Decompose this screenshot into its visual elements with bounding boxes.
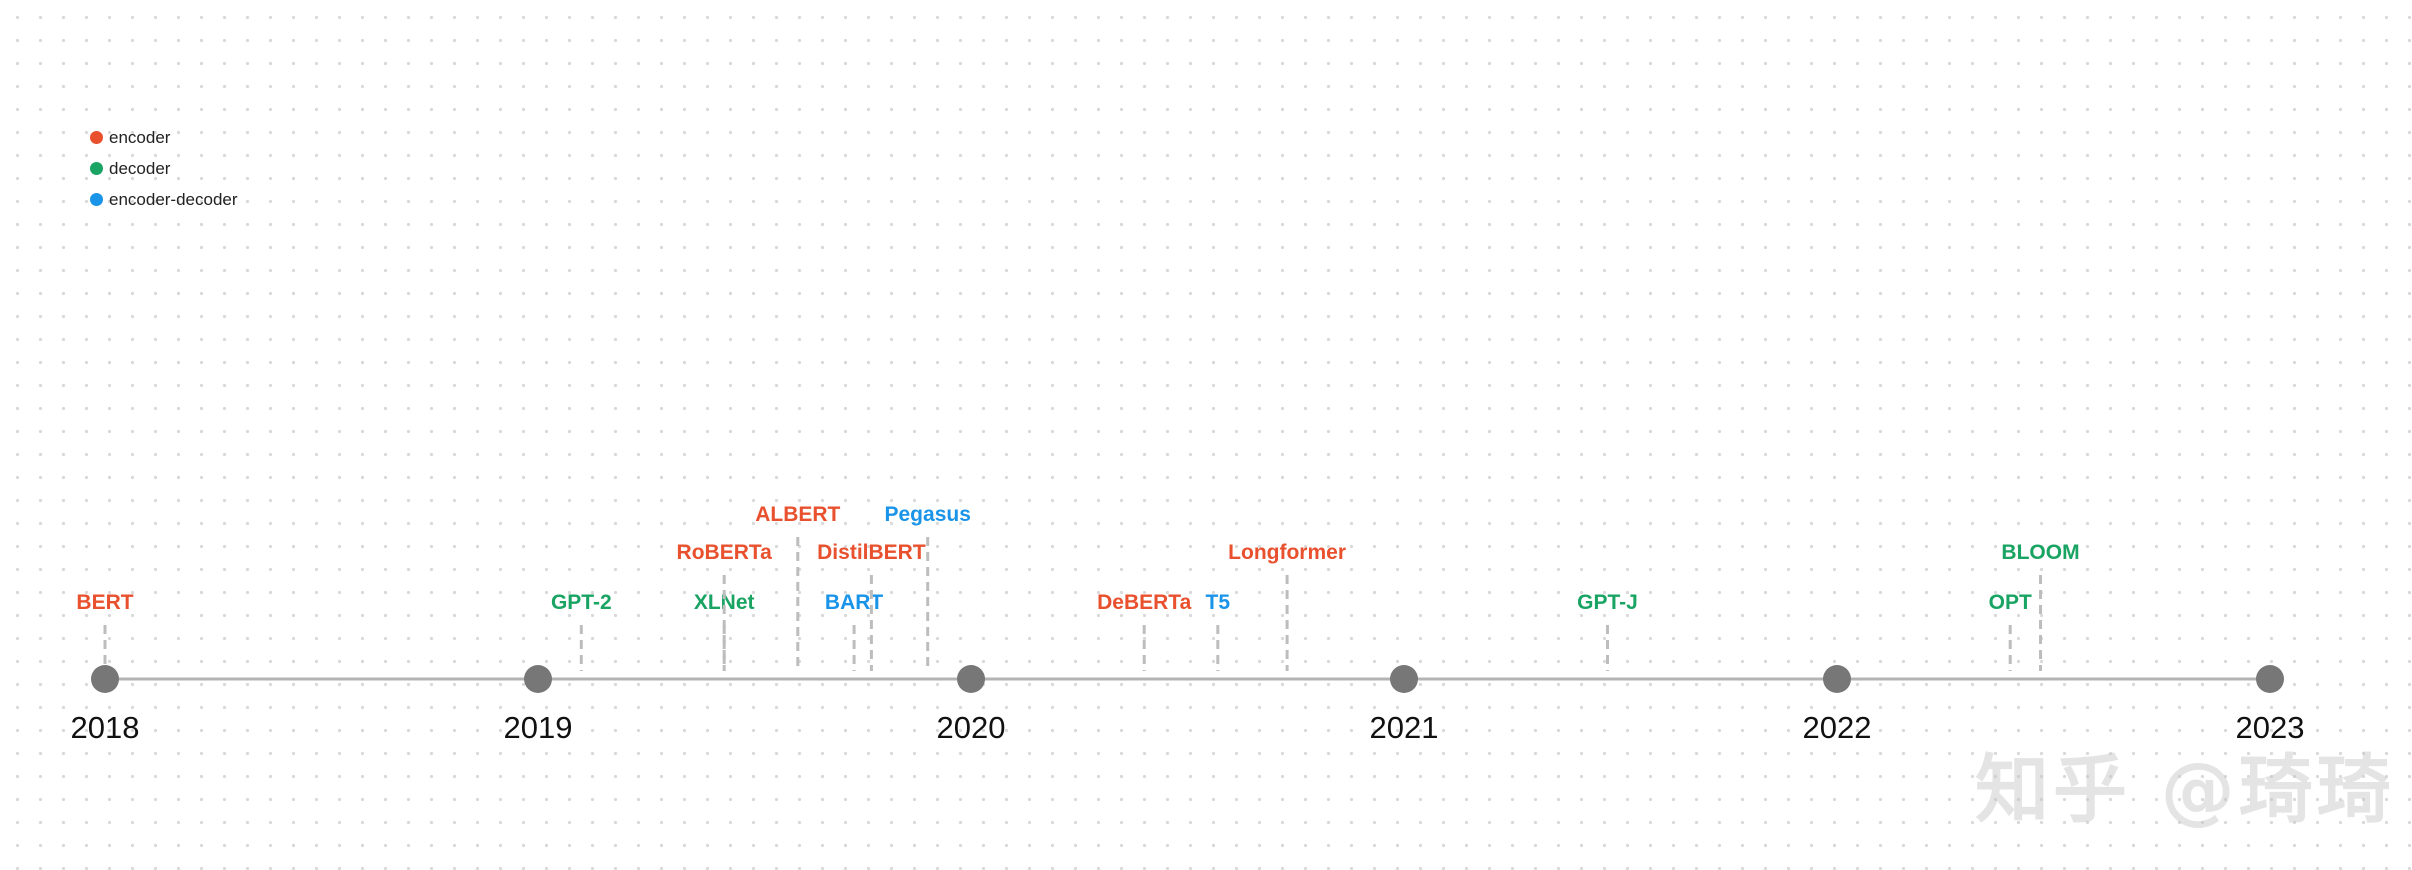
model-label: Longformer <box>1228 541 1346 564</box>
year-label: 2022 <box>1803 710 1872 745</box>
year-marker <box>524 665 552 693</box>
year-marker <box>2256 665 2284 693</box>
legend-dot <box>90 162 103 175</box>
legend-label: encoder-decoder <box>109 189 238 209</box>
model-label: ALBERT <box>755 503 840 526</box>
year-marker <box>1823 665 1851 693</box>
model-label: DistilBERT <box>817 541 926 564</box>
legend: encoder decoder encoder-decoder <box>90 122 238 215</box>
year-label: 2018 <box>71 710 140 745</box>
legend-label: encoder <box>109 127 171 147</box>
watermark: 知乎 @琦琦 <box>1975 747 2395 833</box>
year-label: 2023 <box>2236 710 2305 745</box>
year-marker <box>957 665 985 693</box>
year-label: 2019 <box>504 710 573 745</box>
model-label: Pegasus <box>885 503 971 526</box>
model-label: T5 <box>1206 591 1231 614</box>
model-label: GPT-2 <box>551 591 612 614</box>
year-label: 2020 <box>937 710 1006 745</box>
model-label: DeBERTa <box>1097 591 1191 614</box>
legend-label: decoder <box>109 158 171 178</box>
year-marker <box>91 665 119 693</box>
model-label: RoBERTa <box>677 541 773 564</box>
model-label: GPT-J <box>1577 591 1638 614</box>
model-label: XLNet <box>694 591 755 614</box>
model-label: BLOOM <box>2001 541 2079 564</box>
model-label: OPT <box>1989 591 2032 614</box>
legend-dot <box>90 131 103 144</box>
legend-item-decoder: decoder <box>90 153 238 184</box>
legend-dot <box>90 193 103 206</box>
model-label: BERT <box>76 591 133 614</box>
year-marker <box>1390 665 1418 693</box>
year-label: 2021 <box>1370 710 1439 745</box>
legend-item-encoder: encoder <box>90 122 238 153</box>
legend-item-encoder-decoder: encoder-decoder <box>90 184 238 215</box>
model-label: BART <box>825 591 883 614</box>
